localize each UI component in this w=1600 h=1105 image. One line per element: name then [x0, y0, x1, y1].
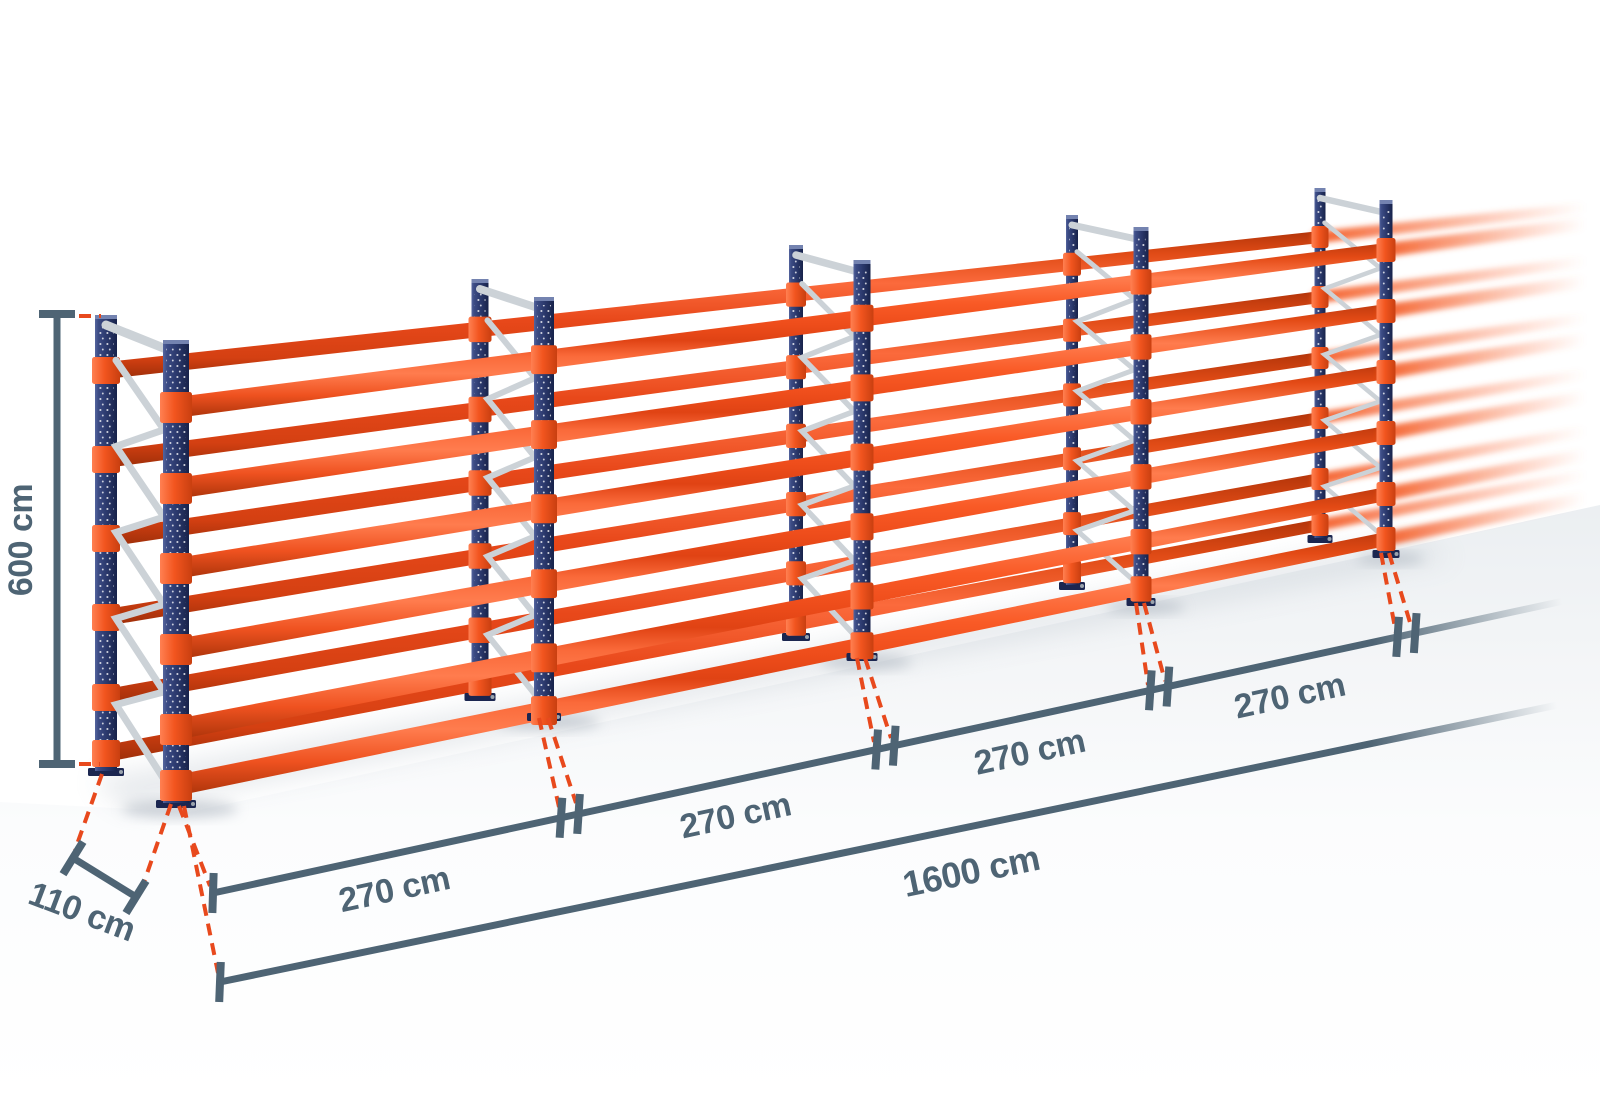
bay-dimension-tick [1392, 616, 1403, 658]
frame-4-back-beam-connectors [1063, 252, 1081, 584]
front-beam-level-2 [163, 304, 1386, 501]
frame-3-top-brace [792, 251, 866, 277]
frame-5-front-beam-connectors [1376, 238, 1396, 551]
front-beam-level-6 [163, 532, 1386, 799]
height-dimension-cap-bottom [39, 760, 75, 768]
back-beam-level-3 [95, 352, 1320, 549]
leader-lines [73, 314, 1414, 974]
frame-1-diagonal-bracing [110, 356, 170, 783]
front-beam-level-3 [163, 365, 1386, 582]
height-dimension: 600 cm [2, 310, 75, 768]
back-beam-level-6 [95, 519, 1320, 765]
depth-dimension-cap-right [122, 878, 150, 916]
bay-dimension-tick [1162, 666, 1174, 707]
height-dimension-cap-top [39, 310, 75, 318]
back-beam-level-4 [95, 412, 1320, 628]
front-beam-fading-tails [1378, 217, 1585, 548]
frame-4-top-brace [1068, 221, 1145, 244]
back-beam-level-1 [95, 231, 1320, 381]
height-dimension-label: 600 cm [2, 484, 40, 596]
total-dimension-line [219, 701, 1558, 986]
front-beam-level-1 [163, 243, 1386, 420]
front-beams [163, 243, 1386, 799]
total-dimension-start-cap [215, 961, 225, 1003]
frame-5-back-beam-connectors [1311, 226, 1329, 536]
back-beams [95, 231, 1320, 765]
frame-3-front-beam-connectors [850, 304, 874, 660]
frame-5-top-brace [1316, 194, 1390, 217]
depth-dimension-cap-left [59, 839, 87, 877]
frame-4-front-beam-connectors [1130, 269, 1152, 602]
frame-1-back-beam-connectors [92, 357, 120, 767]
front-beam-level-4 [163, 426, 1386, 663]
height-dimension-line [53, 316, 61, 762]
bay-dimension-tick [871, 729, 882, 770]
front-beam-level-5 [163, 487, 1386, 743]
bay-dimension-line [212, 597, 1563, 897]
bay-dimension-tick [888, 725, 900, 766]
bay-dimension-start-cap [208, 872, 218, 914]
frame-1-front-beam-connectors [160, 392, 192, 801]
bay-dimension-tick [555, 797, 567, 838]
bay-dimension-tick [573, 793, 584, 835]
back-beam-level-5 [95, 473, 1320, 708]
bay-dimension-tick [1409, 612, 1421, 654]
frame-2-top-brace [476, 285, 548, 314]
depth-dimension-line [71, 855, 138, 900]
frame-2-front-beam-connectors [531, 345, 557, 725]
bay-dimension-tick [1145, 670, 1156, 711]
back-beam-level-2 [95, 291, 1320, 470]
